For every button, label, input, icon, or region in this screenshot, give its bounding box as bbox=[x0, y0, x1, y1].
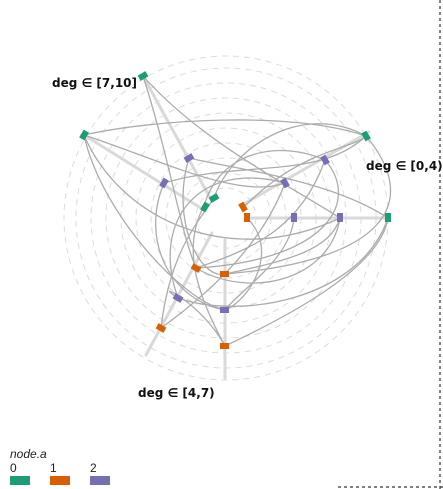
node-group-1 bbox=[220, 343, 229, 349]
node-group-2 bbox=[172, 293, 184, 303]
node-group-0 bbox=[200, 201, 210, 213]
node-group-2 bbox=[159, 177, 169, 189]
node-group-0 bbox=[208, 193, 220, 203]
node-group-0 bbox=[361, 130, 371, 142]
edge bbox=[177, 217, 389, 307]
edge bbox=[213, 123, 367, 199]
axes bbox=[82, 74, 390, 380]
node-group-0 bbox=[79, 129, 89, 141]
node-group-2 bbox=[183, 153, 195, 163]
legend-swatch-1 bbox=[50, 476, 70, 485]
edge bbox=[142, 75, 341, 219]
edge bbox=[195, 217, 341, 284]
node-group-1 bbox=[238, 201, 248, 213]
edge bbox=[163, 135, 367, 184]
edge bbox=[224, 217, 263, 311]
edges bbox=[83, 75, 392, 347]
edge bbox=[142, 75, 197, 269]
edge bbox=[160, 182, 286, 329]
legend-label-2: 2 bbox=[90, 461, 97, 475]
node-group-2 bbox=[320, 154, 330, 166]
edge bbox=[224, 217, 389, 347]
legend-label-1: 1 bbox=[50, 461, 57, 475]
edge bbox=[224, 135, 392, 275]
nodes bbox=[79, 71, 391, 349]
axis-label-a: deg ∈ [0,4) bbox=[366, 159, 443, 173]
axis-line-1 bbox=[240, 130, 371, 207]
edge bbox=[188, 157, 389, 219]
edge bbox=[83, 134, 226, 311]
legend-swatch-0 bbox=[10, 476, 30, 485]
edge bbox=[203, 149, 326, 207]
edge bbox=[224, 217, 341, 275]
edge bbox=[83, 119, 367, 137]
edge bbox=[192, 205, 226, 347]
edge bbox=[244, 135, 367, 207]
legend: node.a 0 1 2 bbox=[10, 447, 110, 485]
edge bbox=[83, 134, 341, 240]
node-group-1 bbox=[190, 263, 202, 273]
legend-title: node.a bbox=[10, 447, 47, 461]
edge bbox=[224, 217, 295, 311]
legend-swatch-2 bbox=[90, 476, 110, 485]
node-group-2 bbox=[220, 307, 229, 313]
axis-line-3 bbox=[144, 231, 214, 357]
node-group-1 bbox=[155, 323, 167, 333]
legend-label-0: 0 bbox=[10, 461, 17, 475]
axis-line-5 bbox=[82, 133, 206, 212]
edge bbox=[169, 177, 286, 299]
edge bbox=[195, 159, 340, 269]
node-group-0 bbox=[385, 213, 391, 222]
node-group-1 bbox=[244, 213, 250, 222]
edge bbox=[195, 159, 326, 269]
axis-label-c: deg ∈ [7,10] bbox=[52, 76, 137, 90]
node-group-2 bbox=[280, 177, 290, 189]
axis-line-4 bbox=[141, 74, 211, 198]
node-group-1 bbox=[220, 271, 229, 277]
node-group-0 bbox=[137, 71, 149, 81]
axis-label-b: deg ∈ [4,7) bbox=[138, 386, 215, 400]
edge bbox=[182, 157, 226, 275]
node-group-2 bbox=[291, 213, 297, 222]
node-group-2 bbox=[337, 213, 343, 222]
